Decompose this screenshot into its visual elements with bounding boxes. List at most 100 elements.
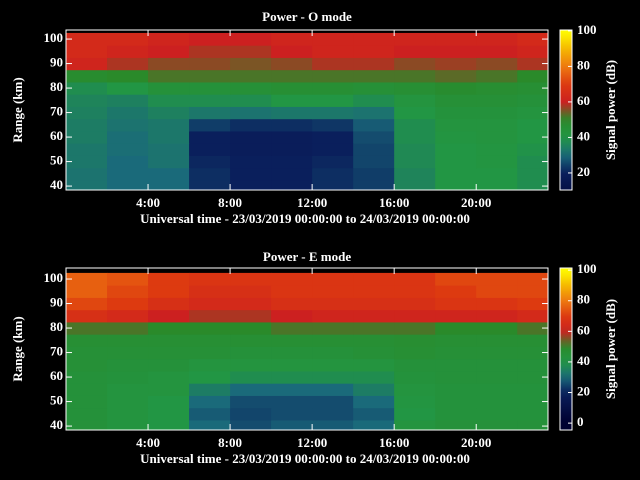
heatmap-cell xyxy=(189,57,231,71)
heatmap-cell xyxy=(66,272,108,286)
heatmap-cell xyxy=(476,69,518,83)
heatmap-cell xyxy=(271,57,313,71)
heatmap-cell xyxy=(435,81,477,95)
heatmap-cell xyxy=(189,358,231,372)
heatmap-cell xyxy=(66,106,108,120)
heatmap-cell xyxy=(476,407,518,421)
heatmap-cell xyxy=(148,155,190,169)
heatmap-cell xyxy=(353,32,395,46)
heatmap-cell xyxy=(435,346,477,360)
colorbar-tick-label: 80 xyxy=(577,292,590,307)
y-tick-label: 60 xyxy=(50,368,63,383)
heatmap-cell xyxy=(312,334,354,347)
heatmap-cell xyxy=(148,334,190,347)
heatmap-cell xyxy=(394,383,436,396)
colorbar xyxy=(559,29,573,191)
heatmap-cell xyxy=(394,419,436,430)
colorbar-tick-label: 20 xyxy=(577,164,590,179)
heatmap-cell xyxy=(435,57,477,71)
heatmap-cell xyxy=(394,407,436,421)
heatmap-cell xyxy=(189,118,231,132)
heatmap-cell xyxy=(394,285,436,298)
heatmap-cell xyxy=(394,81,436,95)
heatmap-cell xyxy=(394,179,436,190)
heatmap-cell xyxy=(189,167,231,181)
heatmap-cell xyxy=(517,45,548,58)
heatmap-cell xyxy=(476,81,518,95)
heatmap-cell xyxy=(107,272,149,286)
heatmap-cell xyxy=(312,370,354,384)
heatmap-cell xyxy=(517,383,548,396)
heatmap-cell xyxy=(517,81,548,95)
heatmap-cell xyxy=(189,155,231,169)
heatmap-cell xyxy=(230,155,272,169)
heatmap-cell xyxy=(476,45,518,58)
heatmap-cell xyxy=(271,94,313,107)
heatmap-cell xyxy=(435,334,477,347)
heatmap-cell xyxy=(394,358,436,372)
heatmap-cell xyxy=(517,130,548,144)
heatmap-cell xyxy=(394,32,436,46)
colorbar-tick-label: 0 xyxy=(577,414,584,429)
heatmap-cell xyxy=(476,143,518,156)
heatmap-cell xyxy=(476,118,518,132)
heatmap-cell xyxy=(435,297,477,311)
colorbar-tick-label: 100 xyxy=(577,261,597,276)
heatmap-cell xyxy=(476,155,518,169)
heatmap-cell xyxy=(230,143,272,156)
heatmap-cell xyxy=(107,179,149,190)
heatmap-cell xyxy=(476,309,518,323)
heatmap-cell xyxy=(107,395,149,409)
heatmap-cell xyxy=(230,419,272,430)
heatmap-cell xyxy=(107,321,149,335)
heatmap-cell xyxy=(271,285,313,298)
heatmap-cell xyxy=(312,32,354,46)
x-tick-label: 20:00 xyxy=(461,435,491,450)
heatmap-cell xyxy=(312,395,354,409)
heatmap-cell xyxy=(107,370,149,384)
heatmap-cell xyxy=(517,179,548,190)
chart-title: Power - E mode xyxy=(263,249,351,264)
heatmap-cell xyxy=(435,45,477,58)
heatmap-cell xyxy=(435,155,477,169)
x-tick-label: 4:00 xyxy=(136,195,160,210)
heatmap-cell xyxy=(476,179,518,190)
heatmap-cell xyxy=(107,130,149,144)
heatmap-cell xyxy=(312,94,354,107)
heatmap-cell xyxy=(230,346,272,360)
colorbar xyxy=(559,267,573,431)
heatmap-cell xyxy=(476,167,518,181)
heatmap-cell xyxy=(394,45,436,58)
heatmap-cell xyxy=(148,45,190,58)
heatmap-cell xyxy=(189,130,231,144)
x-axis-label: Universal time - 23/03/2019 00:00:00 to … xyxy=(140,451,470,466)
heatmap-cell xyxy=(353,321,395,335)
y-tick-label: 70 xyxy=(50,104,63,119)
heatmap-cell xyxy=(435,407,477,421)
heatmap-cell xyxy=(476,57,518,71)
heatmap-cell xyxy=(148,358,190,372)
heatmap-cell xyxy=(230,358,272,372)
heatmap-cell xyxy=(189,69,231,83)
heatmap-cell xyxy=(353,94,395,107)
heatmap-cell xyxy=(189,106,231,120)
heatmap-cell xyxy=(517,106,548,120)
heatmap-cell xyxy=(435,383,477,396)
heatmap-cell xyxy=(476,346,518,360)
heatmap-cell xyxy=(435,130,477,144)
heatmap-cell xyxy=(353,81,395,95)
heatmap-cell xyxy=(435,32,477,46)
heatmap-cell xyxy=(312,297,354,311)
y-tick-label: 40 xyxy=(50,417,63,432)
heatmap-cell xyxy=(271,155,313,169)
heatmap-cell xyxy=(189,309,231,323)
y-tick-label: 80 xyxy=(50,319,63,334)
y-tick-label: 80 xyxy=(50,79,63,94)
heatmap-cell xyxy=(66,346,108,360)
heatmap-cell xyxy=(271,297,313,311)
heatmap-cell xyxy=(66,370,108,384)
heatmap-cell xyxy=(353,118,395,132)
heatmap-cell xyxy=(230,69,272,83)
heatmap-cell xyxy=(107,57,149,71)
